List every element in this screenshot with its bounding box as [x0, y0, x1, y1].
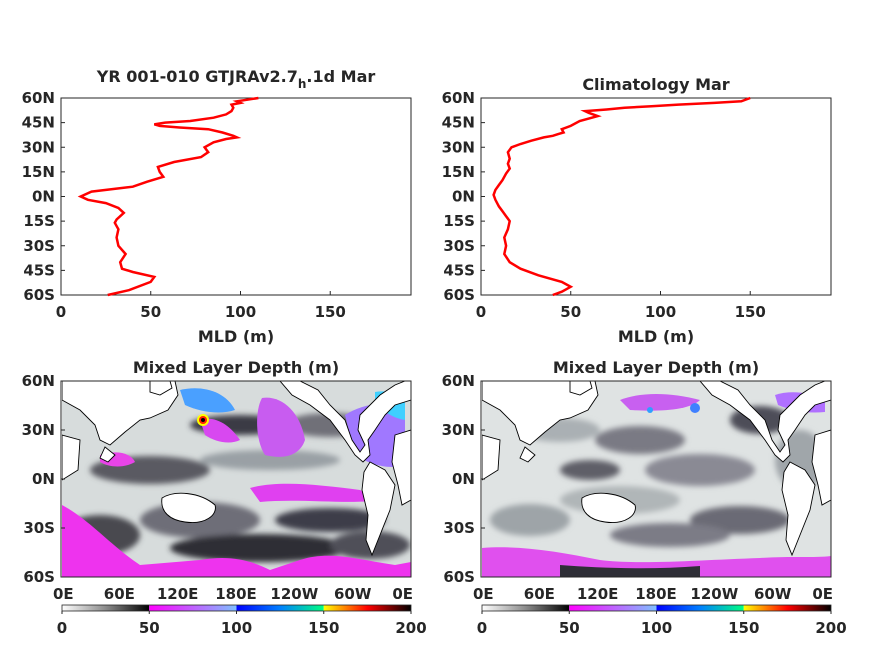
panel-title-climatology: Climatology Mar [582, 75, 729, 94]
map-x-tick-label: 60W [334, 585, 372, 603]
map-title-model: Mixed Layer Depth (m) [133, 358, 339, 377]
colorbar-tick-label: 0 [477, 619, 487, 637]
y-tick-label: 60S [23, 286, 55, 304]
map-y-tick-label: 60S [443, 568, 475, 586]
mld-field-model [62, 381, 411, 577]
map-x-tick-label: 120W [270, 585, 318, 603]
map-title-climatology: Mixed Layer Depth (m) [553, 358, 759, 377]
map-y-tick-label: 30N [22, 421, 55, 439]
colorbar-tick-label: 200 [815, 619, 846, 637]
plot-frame-model [60, 97, 412, 296]
map-x-tick-label: 120E [157, 585, 199, 603]
x-tick-label: 50 [560, 303, 581, 321]
colorbar-tick-label: 150 [308, 619, 339, 637]
map-x-tick-label: 120E [577, 585, 619, 603]
map-y-tick-label: 30S [23, 519, 55, 537]
line-panel-model: YR 001-010 GTJRAv2.7h.1d Mar 60N 45N 30N 15… [22, 67, 412, 346]
y-tick-label: 15S [23, 212, 55, 230]
map-y-tick-label: 30N [442, 421, 475, 439]
colorbar-tick-label: 50 [139, 619, 160, 637]
map-y-tick-label: 60N [442, 372, 475, 390]
map-x-tick-label: 60W [754, 585, 792, 603]
y-tick-label: 45N [442, 114, 475, 132]
colorbar-tick-labels-climatology: 0 50 100 150 200 [477, 611, 847, 637]
map-x-tick-label: 0E [53, 585, 74, 603]
y-tick-label: 30S [23, 237, 55, 255]
y-tick-label: 15S [443, 212, 475, 230]
colorbar-model: 0 50 100 150 200 [57, 604, 427, 637]
x-axis-label-climatology: MLD (m) [618, 327, 694, 346]
map-x-tick-label: 60E [104, 585, 135, 603]
map-x-tick-label: 0E [473, 585, 494, 603]
plot-frame-climatology [480, 97, 832, 296]
y-tick-label: 45S [23, 261, 55, 279]
map-panel-model: Mixed Layer Depth (m) [22, 358, 427, 637]
y-tick-label: 15N [442, 163, 475, 181]
y-tick-label: 0N [32, 188, 55, 206]
y-tick-label: 30S [443, 237, 475, 255]
map-y-tick-label: 0N [32, 470, 55, 488]
x-tick-label: 0 [476, 303, 486, 321]
x-tick-label: 0 [56, 303, 66, 321]
map-x-tick-label: 0E [812, 585, 833, 603]
colorbar-tick-label: 50 [559, 619, 580, 637]
mld-field-climatology [482, 381, 831, 577]
map-x-tick-labels-model: 0E 60E 120E 180E 120W 60W 0E [53, 585, 413, 603]
x-tick-label: 100 [225, 303, 256, 321]
y-tick-label: 45S [443, 261, 475, 279]
map-y-tick-label: 0N [452, 470, 475, 488]
y-tick-label: 0N [452, 188, 475, 206]
map-y-tick-labels-climatology: 60N 30N 0N 30S 60S [442, 372, 485, 586]
y-tick-label: 30N [22, 138, 55, 156]
colorbar-tick-label: 0 [57, 619, 67, 637]
colorbar-tick-label: 100 [641, 619, 672, 637]
mld-profile-line-climatology [492, 96, 751, 297]
x-tick-label: 150 [315, 303, 346, 321]
y-tick-label: 60S [443, 286, 475, 304]
y-tick-label: 15N [22, 163, 55, 181]
line-panel-climatology: Climatology Mar 60N45N30N15N0N15S30S45S6… [442, 75, 832, 346]
map-y-tick-label: 60N [22, 372, 55, 390]
colorbar-tick-label: 200 [395, 619, 426, 637]
x-tick-label: 150 [735, 303, 766, 321]
y-tick-labels-climatology: 60N 45N 30N 15N 0N 15S 30S 45S 60S [442, 89, 485, 304]
x-axis-label-model: MLD (m) [198, 327, 274, 346]
y-tick-label: 60N [22, 89, 55, 107]
x-tick-label: 100 [645, 303, 676, 321]
x-tick-labels-model: 0 50 100 150 [56, 291, 346, 321]
map-x-tick-labels-climatology: 0E 60E 120E 180E 120W 60W 0E [473, 585, 833, 603]
map-x-tick-label: 0E [392, 585, 413, 603]
map-x-tick-label: 180E [635, 585, 677, 603]
map-y-tick-label: 30S [443, 519, 475, 537]
map-y-tick-labels-model: 60N 30N 0N 30S 60S [22, 372, 65, 586]
y-tick-label: 30N [442, 138, 475, 156]
map-x-tick-label: 60E [524, 585, 555, 603]
mld-profile-line-model [77, 96, 259, 297]
colorbar-tick-label: 100 [221, 619, 252, 637]
map-y-tick-label: 60S [23, 568, 55, 586]
panel-title-model: YR 001-010 GTJRAv2.7h.1d Mar [96, 67, 376, 91]
colorbar-tick-labels-model: 0 50 100 150 200 [57, 611, 427, 637]
map-x-tick-label: 180E [215, 585, 257, 603]
y-tick-label: 60N [442, 89, 475, 107]
colorbar-tick-label: 150 [728, 619, 759, 637]
x-tick-label: 50 [140, 303, 161, 321]
map-panel-climatology: Mixed Layer Depth (m) [442, 358, 847, 637]
y-tick-label: 45N [22, 114, 55, 132]
colorbar-climatology: 0 50 100 150 200 [477, 604, 847, 637]
x-tick-labels-climatology: 0 50 100 150 [476, 291, 766, 321]
map-x-tick-label: 120W [690, 585, 738, 603]
y-tick-labels-model: 60N 45N 30N 15N 0N 15S 30S 45S 60S [22, 89, 65, 304]
